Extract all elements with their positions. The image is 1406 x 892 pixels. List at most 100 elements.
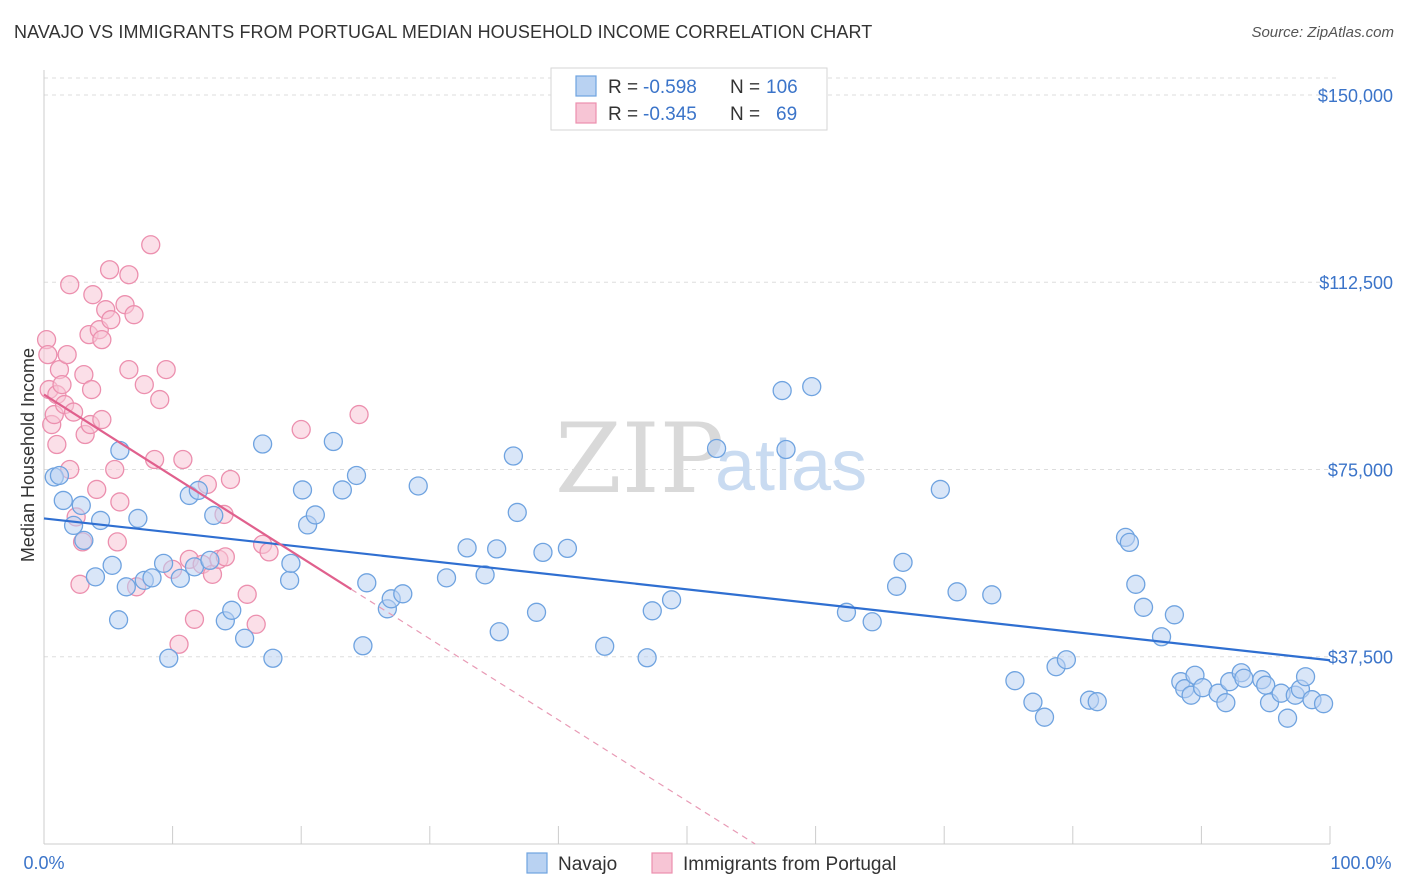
bottom-legend-swatch-portugal [651, 852, 673, 874]
portugal-point [173, 449, 193, 470]
x-tick-label-min: 0.0% [23, 853, 64, 873]
navajo-point [408, 476, 428, 496]
portugal-point [70, 574, 90, 594]
navajo-point [292, 480, 313, 500]
navajo-point [503, 446, 524, 466]
portugal-point [141, 235, 161, 255]
navajo-point [263, 648, 283, 668]
navajo-point [1119, 532, 1140, 553]
navajo-point [85, 567, 106, 587]
navajo-point [1126, 574, 1146, 594]
navajo-point [457, 538, 477, 558]
navajo-point [1313, 694, 1334, 714]
navajo-point [1133, 597, 1154, 617]
navajo-point [393, 584, 413, 604]
y-tick-label: $37,500 [1328, 648, 1393, 668]
navajo-point [595, 636, 615, 656]
portugal-point [169, 634, 189, 654]
y-tick-label: $112,500 [1319, 273, 1393, 293]
portugal-point [107, 532, 127, 552]
navajo-point [772, 380, 792, 401]
legend-swatch-navajo [575, 75, 597, 97]
chart-title: NAVAJO VS IMMIGRANTS FROM PORTUGAL MEDIA… [14, 22, 873, 42]
legend-r-label-portugal: R = [608, 104, 638, 125]
navajo-point [507, 502, 527, 523]
legend-swatch-portugal [575, 102, 597, 124]
portugal-point [124, 305, 144, 325]
navajo-point [1234, 668, 1254, 688]
navajo-point [305, 505, 325, 525]
navajo-point [170, 568, 190, 588]
navajo-point [893, 552, 913, 573]
navajo-point [776, 439, 796, 460]
legend-box: R = -0.598 N = 106 R = -0.345 N = 69 [550, 67, 828, 131]
portugal-point [291, 419, 311, 440]
portugal-point [134, 374, 154, 395]
navajo-point [982, 585, 1002, 605]
navajo-point [1216, 693, 1236, 713]
navajo-point [1295, 667, 1316, 687]
navajo-point [346, 465, 367, 486]
navajo-point [557, 538, 578, 559]
legend-n-value-portugal: 69 [776, 104, 797, 125]
navajo-point [642, 601, 662, 621]
gridlines [44, 77, 1338, 658]
navajo-point [49, 465, 70, 486]
x-tick-label-max: 100.0% [1330, 853, 1391, 873]
navajo-point [487, 539, 507, 559]
navajo-point [1056, 650, 1077, 670]
portugal-point [52, 374, 72, 395]
navajo-point [108, 610, 129, 630]
portugal-point [246, 614, 266, 634]
navajo-point [706, 438, 727, 459]
portugal-point [220, 469, 241, 490]
portugal-point [349, 404, 369, 425]
navajo-point [279, 570, 300, 590]
navajo-point [116, 577, 136, 597]
navajo-point [1164, 605, 1185, 625]
navajo-point [53, 490, 73, 511]
navajo-point [1023, 692, 1043, 712]
navajo-point [234, 628, 255, 648]
navajo-point [222, 600, 242, 620]
navajo-point [862, 612, 882, 632]
portugal-point [119, 359, 139, 380]
portugal-point [87, 479, 107, 500]
navajo-point [357, 573, 377, 593]
navajo-point [947, 582, 967, 602]
navajo-trend-line [43, 517, 1331, 662]
portugal-point [74, 364, 94, 385]
y-axis-label: Median Household Income [18, 348, 38, 562]
navajo-point [489, 622, 509, 642]
y-tick-label: $75,000 [1328, 460, 1393, 480]
legend-r-value-navajo: -0.598 [643, 77, 697, 98]
bottom-legend-label-portugal: Immigrants from Portugal [683, 854, 896, 875]
navajo-point [332, 480, 353, 500]
navajo-point [74, 530, 94, 551]
legend-r-value-portugal: -0.345 [643, 104, 697, 125]
navajo-point [1034, 707, 1055, 727]
portugal-point [184, 609, 205, 629]
navajo-point [128, 508, 148, 529]
portugal-point [57, 344, 77, 365]
legend-n-label-navajo: N = [730, 77, 760, 98]
navajo-point [200, 550, 220, 571]
portugal-point [81, 379, 102, 400]
navajo-point [252, 434, 273, 454]
portugal-point [92, 409, 112, 430]
navajo-point [661, 590, 682, 610]
source-label: Source: ZipAtlas.com [1251, 24, 1394, 41]
navajo-point [281, 553, 301, 574]
navajo-point [802, 376, 822, 397]
bottom-legend-swatch-navajo [526, 852, 548, 874]
portugal-point [237, 584, 257, 604]
legend-r-label-navajo: R = [608, 77, 638, 98]
navajo-point [102, 555, 122, 576]
navajo-point [436, 568, 457, 588]
navajo-point [533, 542, 553, 563]
data-points [36, 235, 1334, 728]
navajo-point [159, 648, 179, 668]
navajo-point [142, 568, 162, 588]
navajo-point [886, 576, 907, 596]
portugal-point [92, 330, 112, 350]
